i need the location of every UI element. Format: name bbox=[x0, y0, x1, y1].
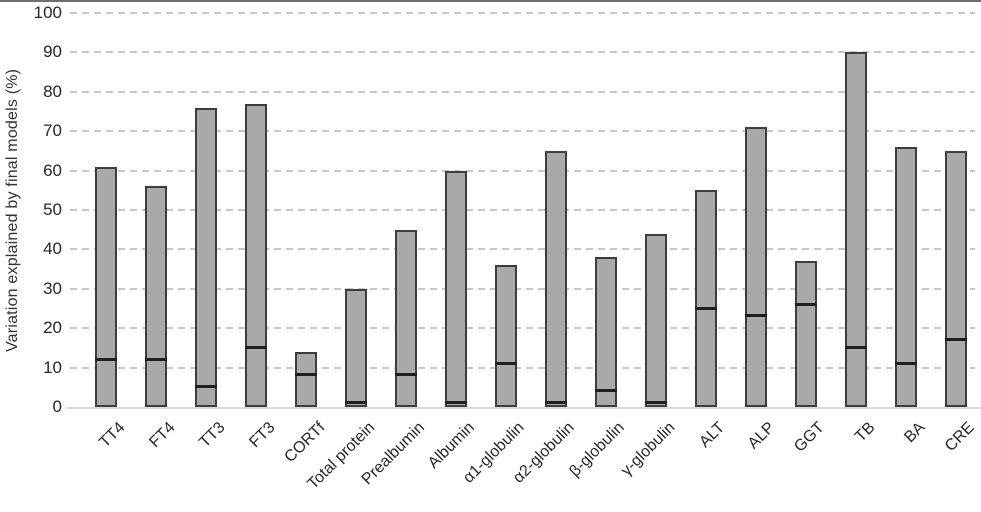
bar-marker-line bbox=[195, 385, 217, 389]
bar-slot bbox=[231, 13, 281, 407]
x-tick-label: β-globulin bbox=[566, 419, 629, 481]
bar bbox=[895, 146, 917, 407]
bar-slot bbox=[581, 13, 631, 407]
bar-marker-line bbox=[445, 401, 467, 405]
bar-marker-line bbox=[895, 361, 917, 365]
x-axis-tick-labels: TT4 FT4 TT3 FT3 CORTf Total protein Prealbumin… bbox=[81, 419, 981, 512]
bar bbox=[345, 288, 367, 407]
bars-layer bbox=[81, 13, 981, 407]
x-tick-label: TT4 bbox=[95, 419, 129, 452]
bar-marker-line bbox=[295, 373, 317, 377]
gridline bbox=[70, 327, 975, 330]
bar-slot bbox=[681, 13, 731, 407]
y-tick-label: 90 bbox=[43, 42, 62, 62]
bar-marker-line bbox=[145, 357, 167, 361]
gridline bbox=[70, 12, 975, 14]
x-tick-label: FT4 bbox=[145, 419, 179, 452]
bar bbox=[395, 229, 417, 407]
gridline bbox=[70, 51, 975, 54]
bar-marker-line bbox=[945, 338, 967, 342]
bar-slot bbox=[181, 13, 231, 407]
bar-slot bbox=[881, 13, 931, 407]
x-tick-label: CORTf bbox=[281, 419, 329, 467]
x-tick-label: ALP bbox=[744, 419, 779, 453]
bar-marker-line bbox=[245, 345, 267, 349]
gridline bbox=[70, 130, 975, 133]
y-tick-label: 0 bbox=[52, 397, 62, 416]
bar-marker-line bbox=[745, 314, 767, 318]
y-tick-label: 70 bbox=[43, 121, 62, 141]
bar bbox=[145, 186, 167, 407]
bar-slot bbox=[81, 13, 131, 407]
bar-marker-line bbox=[495, 361, 517, 365]
bar bbox=[295, 351, 317, 407]
gridline bbox=[70, 90, 975, 93]
bar-marker-line bbox=[595, 389, 617, 393]
x-tick-label: γ-globulin bbox=[617, 419, 679, 480]
x-tick-label: ALT bbox=[696, 419, 729, 451]
bar-slot bbox=[931, 13, 981, 407]
bar-slot bbox=[281, 13, 331, 407]
y-tick-label: 60 bbox=[43, 160, 62, 180]
gridline bbox=[70, 209, 975, 211]
bar-marker-line bbox=[95, 357, 117, 361]
bar bbox=[595, 257, 617, 407]
bar bbox=[195, 107, 217, 407]
bar-slot bbox=[131, 13, 181, 407]
bar bbox=[95, 166, 117, 407]
bar-slot bbox=[481, 13, 531, 407]
bar bbox=[445, 170, 467, 407]
x-tick-label: TB bbox=[851, 419, 879, 446]
bar bbox=[745, 127, 767, 407]
bar-marker-line bbox=[795, 302, 817, 306]
gridline bbox=[70, 287, 975, 290]
bar bbox=[495, 265, 517, 407]
bar bbox=[945, 150, 967, 407]
bar bbox=[695, 190, 717, 407]
bar-slot bbox=[381, 13, 431, 407]
bar bbox=[545, 150, 567, 407]
y-tick-label: 30 bbox=[43, 278, 62, 298]
figure-top-border bbox=[0, 0, 981, 2]
y-tick-label: 50 bbox=[43, 200, 62, 219]
bar-slot bbox=[531, 13, 581, 407]
bar-marker-line bbox=[545, 401, 567, 405]
bar-marker-line bbox=[845, 345, 867, 349]
y-tick-label: 40 bbox=[43, 239, 62, 259]
y-tick-label: 100 bbox=[33, 3, 62, 22]
y-tick-label: 10 bbox=[43, 357, 62, 377]
x-axis-line bbox=[66, 407, 981, 409]
bar-slot bbox=[731, 13, 781, 407]
x-tick-label: TT3 bbox=[195, 419, 229, 452]
bar-marker-line bbox=[695, 306, 717, 310]
y-tick-label: 80 bbox=[43, 81, 62, 101]
y-tick-label: 20 bbox=[43, 318, 62, 338]
bar-slot bbox=[631, 13, 681, 407]
bar-slot bbox=[831, 13, 881, 407]
x-tick-label: FT3 bbox=[245, 419, 279, 452]
bar bbox=[245, 103, 267, 407]
bar bbox=[795, 261, 817, 407]
plot-area bbox=[66, 12, 981, 409]
gridline bbox=[70, 366, 975, 369]
bar-marker-line bbox=[645, 401, 667, 405]
bar bbox=[845, 52, 867, 407]
x-tick-label: BA bbox=[900, 419, 929, 447]
bar-marker-line bbox=[395, 373, 417, 377]
x-tick-label: GGT bbox=[791, 419, 829, 456]
x-tick-label: CRE bbox=[942, 419, 979, 455]
bar-slot bbox=[431, 13, 481, 407]
gridline bbox=[70, 169, 975, 172]
bar bbox=[645, 233, 667, 407]
gridline bbox=[70, 248, 975, 251]
bar-marker-line bbox=[345, 401, 367, 405]
bar-slot bbox=[781, 13, 831, 407]
bar-slot bbox=[331, 13, 381, 407]
